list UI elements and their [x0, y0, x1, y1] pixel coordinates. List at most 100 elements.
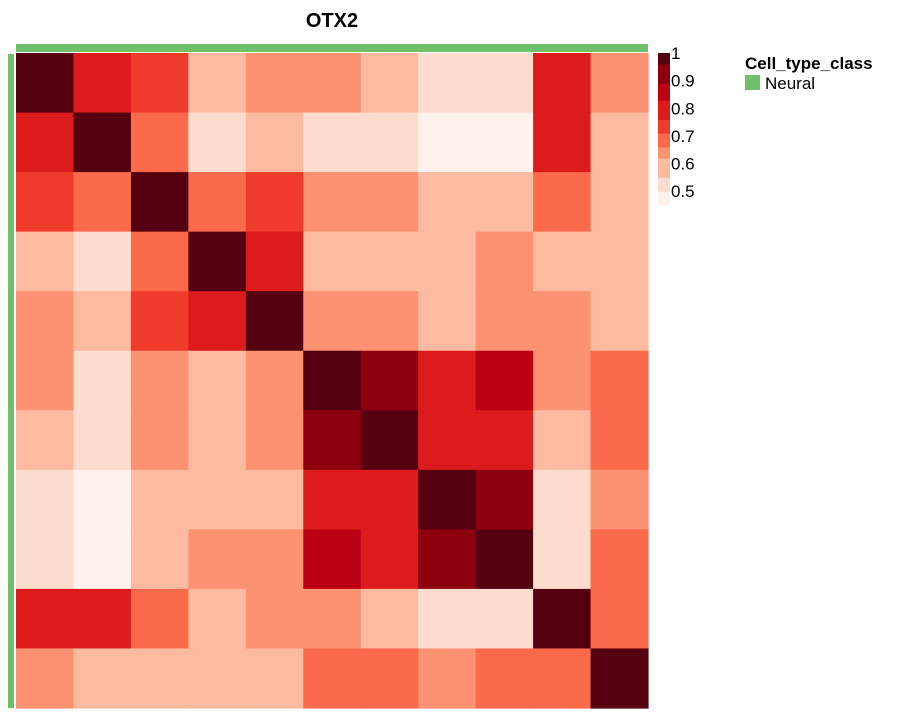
- colorbar-segment: [658, 119, 670, 134]
- heatmap-cell: [475, 588, 534, 650]
- heatmap-cell: [188, 529, 247, 590]
- heatmap-cell: [360, 588, 419, 650]
- heatmap-cell: [533, 291, 592, 352]
- heatmap-cell: [188, 231, 247, 292]
- heatmap-cell: [130, 112, 189, 173]
- heatmap-cell: [303, 648, 362, 709]
- heatmap-cell: [303, 291, 362, 352]
- colorbar: [658, 53, 670, 206]
- heatmap-cell: [418, 53, 477, 114]
- heatmap-cell: [590, 172, 649, 233]
- heatmap-cell: [16, 648, 75, 709]
- colorbar-tick-label: 0.9: [671, 72, 695, 91]
- heatmap-cell: [418, 588, 477, 650]
- heatmap-cell: [188, 53, 247, 114]
- heatmap-cell: [245, 53, 304, 114]
- heatmap-cell: [73, 172, 132, 233]
- heatmap-cell: [188, 350, 247, 411]
- heatmap-cell: [188, 648, 247, 709]
- heatmap-cell: [360, 231, 419, 292]
- heatmap-cell: [360, 469, 419, 530]
- heatmap-cell: [245, 588, 304, 650]
- column-annotation-bar: [16, 44, 648, 52]
- heatmap-cell: [188, 410, 247, 471]
- heatmap-cell: [16, 469, 75, 530]
- heatmap-cell: [303, 350, 362, 411]
- heatmap-cell: [590, 648, 649, 709]
- heatmap-cell: [418, 172, 477, 233]
- colorbar-segment: [658, 99, 670, 120]
- heatmap-cell: [130, 350, 189, 411]
- heatmap-cell: [245, 112, 304, 173]
- heatmap-cell: [130, 588, 189, 650]
- heatmap-cell: [188, 588, 247, 650]
- heatmap-cell: [245, 410, 304, 471]
- row-annotation-bar: [8, 54, 14, 708]
- heatmap-cell: [303, 588, 362, 650]
- heatmap-cell: [16, 112, 75, 173]
- heatmap-cell: [590, 53, 649, 114]
- colorbar-segment: [658, 133, 670, 148]
- heatmap-cell: [303, 231, 362, 292]
- heatmap-cell: [16, 53, 75, 114]
- heatmap-cell: [533, 350, 592, 411]
- heatmap-cell: [130, 291, 189, 352]
- heatmap-cell: [475, 410, 534, 471]
- colorbar-tick-label: 0.6: [671, 155, 695, 174]
- heatmap-cell: [360, 648, 419, 709]
- heatmap-cell: [130, 53, 189, 114]
- heatmap-cell: [130, 410, 189, 471]
- heatmap-cell: [16, 172, 75, 233]
- heatmap-cell: [590, 231, 649, 292]
- heatmap-cell: [475, 231, 534, 292]
- colorbar-segment: [658, 158, 670, 178]
- heatmap-cell: [73, 291, 132, 352]
- heatmap-cell: [73, 469, 132, 530]
- heatmap-cell: [16, 350, 75, 411]
- chart-title: OTX2: [306, 10, 358, 32]
- heatmap-cell: [418, 231, 477, 292]
- heatmap-cell: [245, 231, 304, 292]
- heatmap-cell: [590, 112, 649, 173]
- legend: Cell_type_class Neural: [745, 54, 873, 93]
- heatmap-cell: [533, 53, 592, 114]
- heatmap-cell: [360, 53, 419, 114]
- heatmap-cell: [303, 469, 362, 530]
- heatmap-cell: [73, 53, 132, 114]
- colorbar-segment: [658, 177, 670, 192]
- heatmap-cell: [418, 350, 477, 411]
- heatmap-cell: [188, 469, 247, 530]
- colorbar-tick-label: 0.8: [671, 99, 695, 118]
- heatmap-cell: [533, 172, 592, 233]
- heatmap-cell: [73, 588, 132, 650]
- colorbar-ticks: 1 0.9 0.8 0.7 0.6 0.5: [671, 44, 695, 201]
- heatmap-cell: [360, 112, 419, 173]
- heatmap-cell: [590, 529, 649, 590]
- heatmap-cell: [245, 469, 304, 530]
- heatmap-cell: [303, 53, 362, 114]
- heatmap-cell: [245, 172, 304, 233]
- colorbar-segment: [658, 191, 670, 206]
- colorbar-segment: [658, 64, 670, 84]
- heatmap-cell: [245, 350, 304, 411]
- colorbar-tick-label: 1: [671, 44, 680, 63]
- heatmap-cell: [475, 350, 534, 411]
- heatmap-cell: [16, 410, 75, 471]
- heatmap-cell: [475, 112, 534, 173]
- legend-title: Cell_type_class: [745, 54, 873, 73]
- heatmap-cell: [73, 529, 132, 590]
- heatmap-cell: [360, 410, 419, 471]
- heatmap-cell: [533, 469, 592, 530]
- heatmap-cell: [590, 291, 649, 352]
- heatmap-cell: [130, 469, 189, 530]
- heatmap-cell: [245, 529, 304, 590]
- heatmap-cell: [130, 231, 189, 292]
- heatmap-cell: [533, 231, 592, 292]
- colorbar-segment: [658, 83, 670, 101]
- heatmap-cell: [418, 469, 477, 530]
- colorbar-segment: [658, 146, 670, 159]
- heatmap-cell: [130, 648, 189, 709]
- heatmap-cell: [418, 410, 477, 471]
- heatmap-cell: [360, 172, 419, 233]
